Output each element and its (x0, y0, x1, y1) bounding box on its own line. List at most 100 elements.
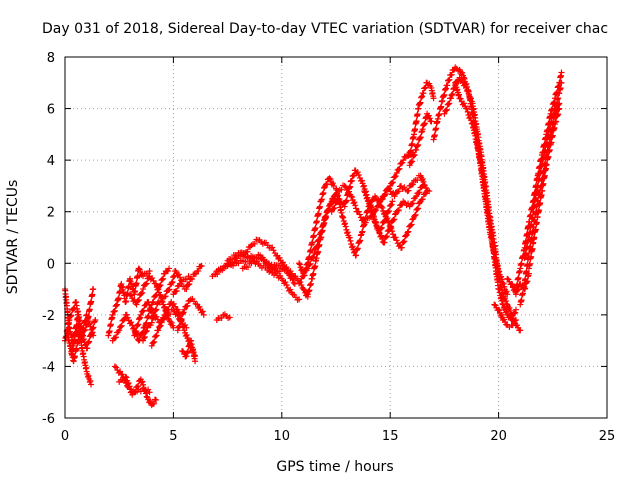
data-point (198, 262, 205, 269)
data-point (409, 200, 416, 207)
data-point (157, 322, 164, 329)
data-point (419, 196, 426, 203)
data-point (178, 316, 185, 323)
data-point (348, 193, 355, 200)
data-point (436, 111, 443, 118)
data-point (346, 234, 353, 241)
data-point (301, 287, 308, 294)
data-point (158, 294, 165, 301)
data-point (130, 324, 137, 331)
data-point (384, 215, 391, 222)
data-point (160, 315, 167, 322)
data-point (218, 314, 225, 321)
data-point (370, 210, 377, 217)
data-point (420, 90, 427, 97)
data-point (409, 158, 416, 165)
data-point (117, 368, 124, 375)
data-point (306, 261, 313, 268)
data-point (412, 126, 419, 133)
data-point (413, 118, 420, 125)
data-point (176, 274, 183, 281)
data-point (457, 95, 464, 102)
data-point (405, 187, 412, 194)
data-point (123, 374, 130, 381)
data-point (73, 345, 80, 352)
data-point (309, 254, 316, 261)
data-point (161, 293, 168, 300)
data-point (326, 175, 333, 182)
data-point (537, 200, 544, 207)
data-point (183, 331, 190, 338)
data-point (414, 111, 421, 118)
data-point (181, 306, 188, 313)
data-point (354, 245, 361, 252)
axes: 0 5 10 15 20 25 -6 -4 -2 0 2 4 6 8 (42, 51, 615, 444)
data-point (353, 205, 360, 212)
data-point (136, 336, 143, 343)
data-point (289, 276, 296, 283)
data-point (156, 323, 163, 330)
data-point (135, 321, 142, 328)
data-point (175, 271, 182, 278)
data-point (383, 233, 390, 240)
data-point (467, 114, 474, 121)
data-point (389, 179, 396, 186)
data-point (143, 327, 150, 334)
data-point (153, 332, 160, 339)
data-point (446, 76, 453, 83)
data-point (318, 234, 325, 241)
y-tick-label: 0 (47, 257, 55, 272)
data-point (168, 279, 175, 286)
y-axis-label: SDTVAR / TECUs (5, 180, 21, 295)
data-point (139, 329, 146, 336)
data-point (395, 207, 402, 214)
data-point (113, 302, 120, 309)
data-point (137, 314, 144, 321)
data-point (372, 218, 379, 225)
data-point (172, 303, 179, 310)
data-point (531, 234, 538, 241)
data-point (176, 323, 183, 330)
data-point (379, 235, 386, 242)
data-point (157, 282, 164, 289)
data-point (355, 172, 362, 179)
data-point (88, 331, 95, 338)
data-point (86, 320, 93, 327)
data-point (251, 240, 258, 247)
data-point (170, 274, 177, 281)
data-point (265, 260, 272, 267)
data-point (496, 307, 503, 314)
data-point (159, 298, 166, 305)
data-point (540, 180, 547, 187)
data-point (162, 293, 169, 300)
data-point (244, 264, 251, 271)
data-point (449, 90, 456, 97)
data-point (381, 210, 388, 217)
data-point (395, 188, 402, 195)
data-point (558, 79, 565, 86)
data-point (512, 317, 519, 324)
chart-title: Day 031 of 2018, Sidereal Day-to-day VTE… (42, 21, 608, 37)
data-point (140, 307, 147, 314)
data-point (282, 279, 289, 286)
data-point (310, 270, 317, 277)
data-point (348, 177, 355, 184)
data-point (512, 291, 519, 298)
data-point (196, 303, 203, 310)
data-point (276, 254, 283, 261)
data-point (514, 281, 521, 288)
data-point (448, 71, 455, 78)
data-point (72, 324, 79, 331)
data-point (149, 299, 156, 306)
data-point (126, 383, 133, 390)
data-point (134, 273, 141, 280)
y-tick-label: -2 (42, 309, 55, 324)
data-point (402, 232, 409, 239)
data-point (360, 182, 367, 189)
data-point (342, 220, 349, 227)
data-point (146, 389, 153, 396)
data-point (375, 224, 382, 231)
data-point (153, 396, 160, 403)
data-point (504, 275, 511, 282)
data-point (465, 90, 472, 97)
